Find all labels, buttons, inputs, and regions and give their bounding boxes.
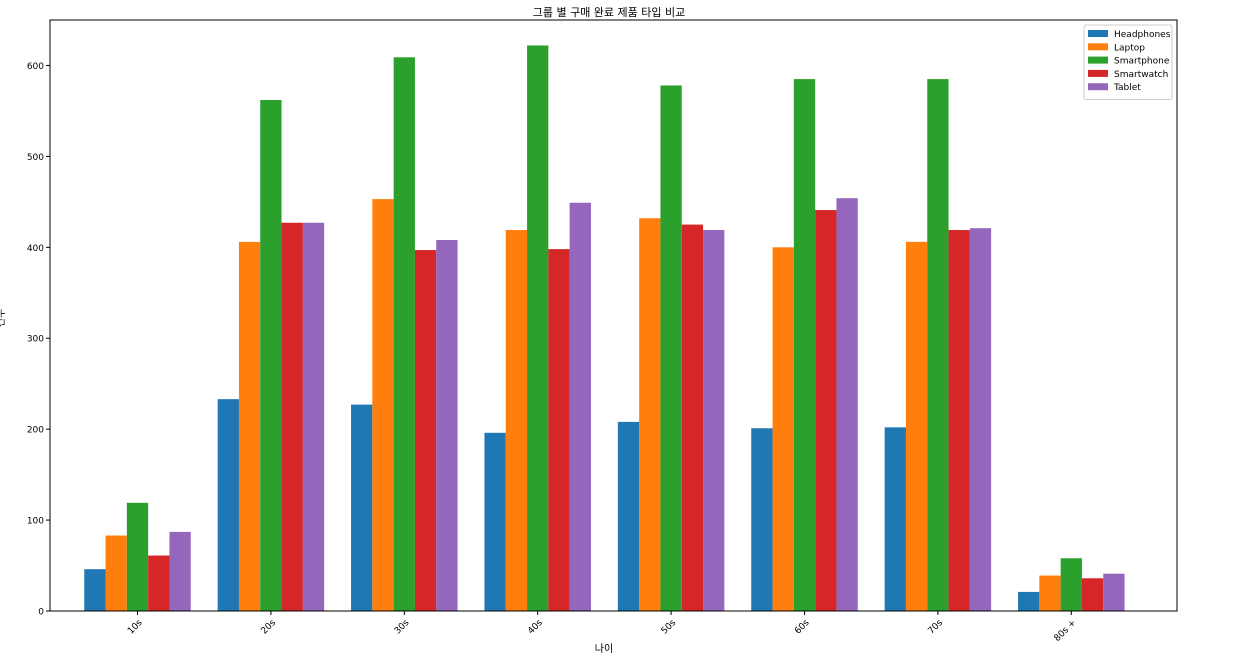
series-smartwatch (148, 210, 1104, 612)
x-tick-label: 10s (126, 618, 145, 637)
y-tick-label: 0 (38, 608, 44, 618)
bar-headphones-50s (617, 421, 640, 611)
legend-swatch-smartphone (1088, 56, 1108, 64)
legend-label-laptop: Laptop (1114, 43, 1145, 53)
bar-smartphone-10s (126, 502, 149, 611)
bar-tablet-80s (1103, 573, 1125, 611)
bar-smartphone-50s (660, 85, 682, 611)
bar-smartwatch-40s (548, 249, 570, 611)
series-tablet (169, 198, 1125, 611)
bar-smartphone-70s (927, 79, 949, 612)
series-smartphone (126, 45, 1082, 612)
bar-smartwatch-20s (281, 222, 303, 611)
y-tick-label: 500 (27, 153, 44, 163)
legend-label-headphones: Headphones (1114, 30, 1171, 40)
plot-frame (49, 19, 1178, 612)
legend-label-smartphone: Smartphone (1114, 57, 1170, 67)
legend-swatch-tablet (1088, 83, 1108, 91)
x-tick-label: 20s (260, 618, 279, 637)
x-axis: 10s 20s 30s 40s 50s 60s 70s 80s + (126, 611, 1078, 644)
bar-tablet-40s (569, 202, 591, 611)
y-tick-label: 400 (27, 244, 44, 254)
y-tick-label: 600 (27, 62, 44, 72)
bar-headphones-10s (84, 569, 106, 611)
bar-smartwatch-10s (148, 555, 170, 611)
bar-laptop-70s (905, 241, 928, 611)
x-axis-label: 나이 (595, 643, 613, 655)
y-tick-label: 100 (27, 517, 44, 527)
bar-smartwatch-30s (414, 250, 437, 612)
bar-headphones-70s (884, 427, 906, 611)
legend-label-smartwatch: Smartwatch (1114, 70, 1168, 80)
y-tick-label: 200 (27, 426, 44, 436)
bar-laptop-40s (505, 230, 528, 611)
legend: Headphones Laptop Smartphone Smartwatch Tabl… (1083, 24, 1173, 100)
chart-title: 그룹 별 구매 완료 제품 타입 비교 (533, 6, 686, 19)
y-tick-label: 300 (27, 335, 44, 345)
bar-laptop-60s (772, 247, 794, 611)
legend-swatch-laptop (1088, 43, 1108, 51)
bar-laptop-20s (238, 241, 261, 611)
bar-smartwatch-70s (948, 230, 970, 611)
bar-laptop-30s (372, 199, 394, 611)
y-axis: 0 100 200 300 400 500 600 (27, 62, 50, 618)
bar-laptop-10s (105, 535, 127, 611)
bar-tablet-30s (436, 240, 458, 611)
x-tick-label: 50s (660, 618, 679, 637)
bar-smartphone-80s (1060, 558, 1082, 611)
bar-headphones-30s (351, 404, 373, 611)
series-laptop (105, 199, 1061, 611)
x-tick-label: 80s + (1053, 618, 1079, 644)
x-tick-label: 40s (526, 618, 545, 637)
bar-smartphone-60s (793, 79, 816, 612)
bar-tablet-10s (169, 531, 191, 611)
bars-layer (84, 45, 1125, 612)
legend-label-tablet: Tablet (1113, 83, 1141, 93)
x-tick-label: 70s (927, 618, 946, 637)
bar-headphones-20s (217, 399, 239, 611)
x-tick-label: 30s (393, 618, 412, 637)
y-axis-label: 건수 (0, 309, 7, 327)
bar-tablet-70s (969, 228, 992, 611)
bar-headphones-80s (1018, 591, 1040, 611)
legend-swatch-smartwatch (1088, 69, 1108, 77)
bar-tablet-60s (836, 198, 858, 611)
bar-laptop-50s (639, 218, 661, 611)
bar-headphones-40s (484, 432, 506, 611)
bar-smartwatch-80s (1081, 578, 1104, 611)
series-headphones (84, 399, 1040, 611)
bar-smartphone-40s (527, 45, 549, 611)
bar-smartphone-30s (393, 57, 415, 611)
bar-tablet-50s (703, 230, 725, 611)
legend-swatch-headphones (1088, 30, 1108, 37)
bar-smartphone-20s (260, 100, 282, 611)
bar-smartwatch-50s (681, 224, 704, 611)
bar-tablet-20s (302, 222, 325, 611)
bar-laptop-80s (1039, 575, 1061, 611)
bar-headphones-60s (751, 428, 773, 611)
x-tick-label: 60s (793, 618, 812, 637)
bar-smartwatch-60s (815, 210, 837, 611)
